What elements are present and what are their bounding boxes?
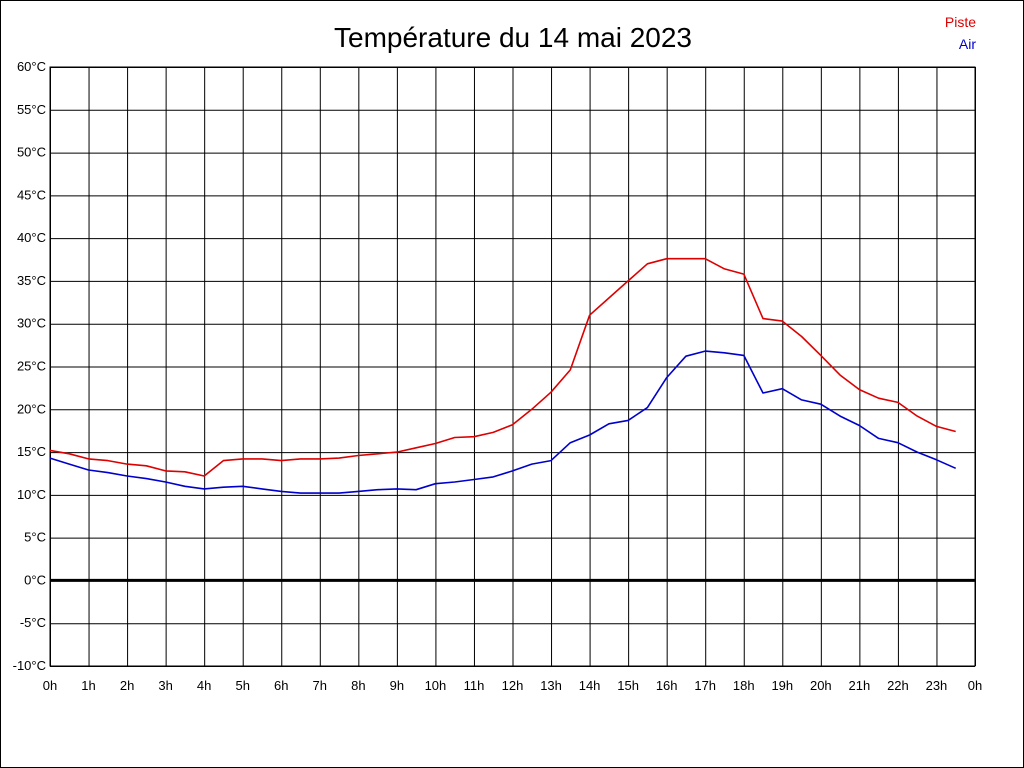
series-line-piste	[49, 257, 956, 477]
y-tick-label: 5°C	[24, 530, 46, 545]
y-tick-label: 0°C	[24, 572, 46, 587]
x-tick-label: 13h	[540, 678, 562, 693]
x-tick-label: 5h	[235, 678, 249, 693]
x-tick-label: 7h	[313, 678, 327, 693]
x-tick-label: 17h	[694, 678, 716, 693]
x-tick-label: 2h	[120, 678, 134, 693]
x-tick-label: 3h	[158, 678, 172, 693]
x-tick-label: 18h	[733, 678, 755, 693]
x-tick-label: 23h	[926, 678, 948, 693]
y-tick-label: 20°C	[17, 401, 46, 416]
y-tick-label: 55°C	[17, 102, 46, 117]
y-tick-label: 30°C	[17, 316, 46, 331]
x-tick-label: 20h	[810, 678, 832, 693]
y-tick-label: 45°C	[17, 187, 46, 202]
x-tick-label: 0h	[968, 678, 982, 693]
x-tick-label: 8h	[351, 678, 365, 693]
y-tick-label: -10°C	[13, 658, 46, 673]
y-axis-ticks: 60°C 55°C 50°C 45°C 40°C 35°C 30°C 25°C 20°C 15°C…	[13, 59, 46, 673]
x-tick-label: 10h	[425, 678, 447, 693]
y-tick-label: 25°C	[17, 359, 46, 374]
y-tick-label: 35°C	[17, 273, 46, 288]
series-group	[49, 257, 957, 494]
y-tick-label: 15°C	[17, 444, 46, 459]
y-tick-label: 60°C	[17, 59, 46, 74]
chart-title: Température du 14 mai 2023	[334, 22, 692, 53]
series-line-air	[49, 350, 957, 494]
x-tick-label: 11h	[464, 678, 485, 693]
y-tick-label: 50°C	[17, 145, 46, 160]
x-tick-label: 9h	[390, 678, 404, 693]
y-tick-label: 10°C	[17, 487, 46, 502]
x-tick-label: 16h	[656, 678, 678, 693]
grid	[49, 66, 976, 667]
x-tick-label: 14h	[579, 678, 601, 693]
x-tick-label: 6h	[274, 678, 288, 693]
y-tick-label: 40°C	[17, 230, 46, 245]
x-tick-label: 12h	[502, 678, 524, 693]
legend-entry-piste: Piste	[945, 14, 976, 30]
x-tick-label: 1h	[81, 678, 95, 693]
x-tick-label: 4h	[197, 678, 211, 693]
x-tick-label: 0h	[43, 678, 57, 693]
x-tick-label: 15h	[617, 678, 639, 693]
legend-entry-air: Air	[959, 36, 976, 52]
x-axis-ticks: 0h 1h 2h 3h 4h 5h 6h 7h 8h 9h 10h 11h 12h 13h 14h 15h 16…	[43, 678, 982, 693]
x-tick-label: 22h	[887, 678, 909, 693]
legend: Piste Air	[945, 14, 976, 52]
x-tick-label: 21h	[849, 678, 871, 693]
x-tick-label: 19h	[771, 678, 793, 693]
y-tick-label: -5°C	[20, 615, 46, 630]
